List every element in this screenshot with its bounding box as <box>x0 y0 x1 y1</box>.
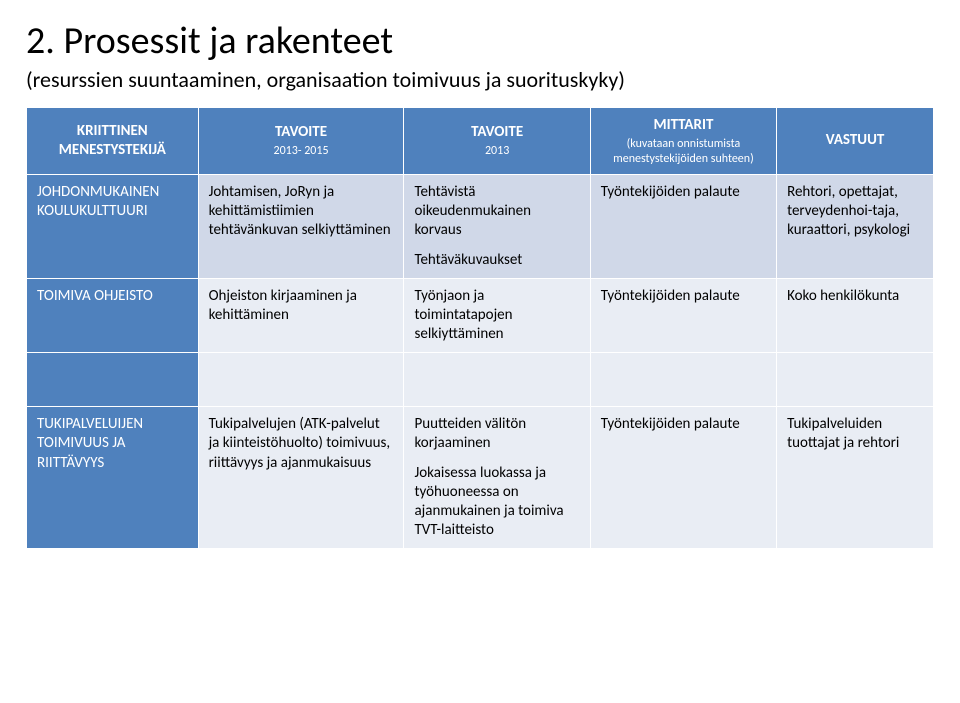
row-cell: Työntekijöiden palaute <box>590 278 776 353</box>
header-col4: MITTARIT (kuvataan onnistumista menestys… <box>590 108 776 175</box>
row-label: TOIMIVA OHJEISTO <box>27 278 199 353</box>
header-col1-main: KRIITTINEN MENESTYSTEKIJÄ <box>59 122 166 159</box>
cell-text: Tehtäväkuvaukset <box>414 251 579 270</box>
row-cell: Työnjaon ja toimintatapojen selkiyttämin… <box>404 278 590 353</box>
cell-text: Jokaisessa luokassa ja työhuoneessa on a… <box>414 464 579 541</box>
cell-text: Puutteiden välitön korjaaminen <box>414 415 579 453</box>
row-cell: Puutteiden välitön korjaaminen Jokaisess… <box>404 407 590 549</box>
row-cell: Tehtävistä oikeudenmukainen korvaus Teht… <box>404 174 590 278</box>
header-col5: VASTUUT <box>777 108 934 175</box>
row-cell: Työntekijöiden palaute <box>590 407 776 549</box>
row-cell: Rehtori, opettajat, terveydenhoi-taja, k… <box>777 174 934 278</box>
row-cell: Työntekijöiden palaute <box>590 174 776 278</box>
header-col2-main: TAVOITE <box>275 123 327 141</box>
row-cell: Tukipalvelujen (ATK-palvelut ja kiinteis… <box>198 407 404 549</box>
header-col3-main: TAVOITE <box>471 123 523 141</box>
table-row: TUKIPALVELUIJEN TOIMIVUUS JA RIITTÄVYYS … <box>27 407 934 549</box>
table-row: TOIMIVA OHJEISTO Ohjeiston kirjaaminen j… <box>27 278 934 353</box>
cell-text: Tehtävistä oikeudenmukainen korvaus <box>414 183 579 241</box>
row-cell: Koko henkilökunta <box>777 278 934 353</box>
row-label: JOHDONMUKAINEN KOULUKULTTUURI <box>27 174 199 278</box>
header-col4-main: MITTARIT <box>653 116 713 134</box>
header-col3: TAVOITE 2013 <box>404 108 590 175</box>
main-table: KRIITTINEN MENESTYSTEKIJÄ TAVOITE 2013- … <box>26 107 934 549</box>
page-title: 2. Prosessit ja rakenteet <box>26 18 934 64</box>
header-col5-main: VASTUUT <box>826 131 885 149</box>
table-row: JOHDONMUKAINEN KOULUKULTTUURI Johtamisen… <box>27 174 934 278</box>
header-col2-sub: 2013- 2015 <box>209 144 394 158</box>
header-col3-sub: 2013 <box>414 144 579 158</box>
header-col4-sub: (kuvataan onnistumista menestystekijöide… <box>601 137 766 166</box>
row-cell: Johtamisen, JoRyn ja kehittämistiimien t… <box>198 174 404 278</box>
header-col1: KRIITTINEN MENESTYSTEKIJÄ <box>27 108 199 175</box>
row-cell: Ohjeiston kirjaaminen ja kehittäminen <box>198 278 404 353</box>
table-spacer-row <box>27 353 934 407</box>
page-subtitle: (resurssien suuntaaminen, organisaation … <box>26 66 934 93</box>
header-col2: TAVOITE 2013- 2015 <box>198 108 404 175</box>
row-label: TUKIPALVELUIJEN TOIMIVUUS JA RIITTÄVYYS <box>27 407 199 549</box>
row-cell: Tukipalveluiden tuottajat ja rehtori <box>777 407 934 549</box>
